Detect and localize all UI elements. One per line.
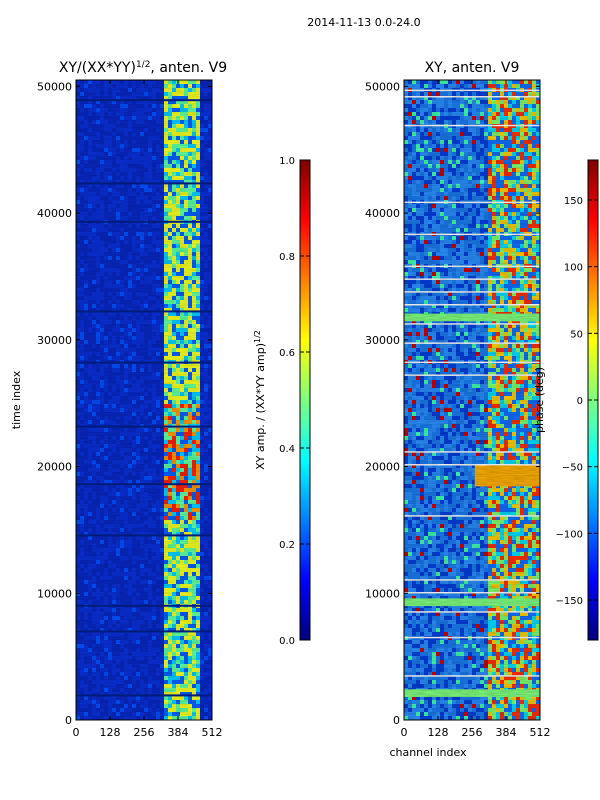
amplitude-panel: XY/(XX*YY)1/2, anten. V9 010000200003000… bbox=[10, 60, 227, 739]
amplitude-heatmap bbox=[76, 80, 212, 720]
amplitude-panel-title: XY/(XX*YY)1/2, anten. V9 bbox=[59, 60, 227, 76]
figure-suptitle: 2014-11-13 0.0-24.0 bbox=[307, 16, 420, 29]
